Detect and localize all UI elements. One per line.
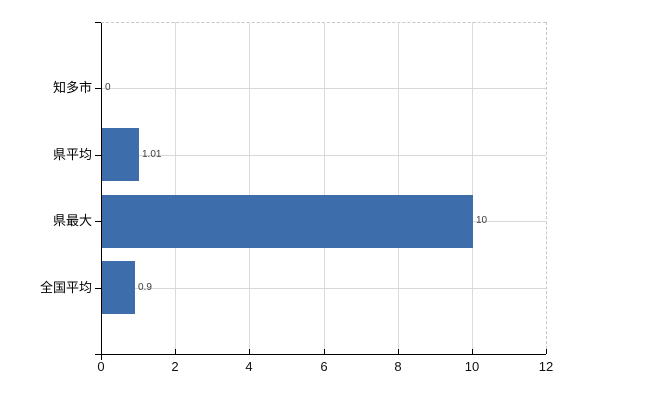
category-label: 全国平均 xyxy=(39,280,92,295)
bar-value-label: 0.9 xyxy=(138,282,152,293)
x-axis-tick-label: 4 xyxy=(245,359,253,374)
x-axis-tick xyxy=(324,349,325,354)
category-label: 知多市 xyxy=(52,80,92,95)
horizontal-gridline xyxy=(102,88,546,89)
bar xyxy=(102,195,473,248)
vertical-gridline xyxy=(471,22,473,354)
y-axis-tick xyxy=(95,88,101,89)
x-axis-tick-label: 6 xyxy=(320,359,328,374)
vertical-gridline xyxy=(249,22,251,354)
x-axis-line xyxy=(95,354,546,355)
y-axis-tick xyxy=(95,155,101,156)
x-axis-tick-label: 8 xyxy=(394,359,402,374)
x-axis-tick-label: 10 xyxy=(464,359,480,374)
x-axis-tick-label: 12 xyxy=(538,359,554,374)
category-label: 県平均 xyxy=(52,147,92,162)
x-axis-tick xyxy=(175,349,176,354)
x-axis-tick xyxy=(546,349,547,354)
bar-value-label: 0 xyxy=(105,82,111,93)
bar-value-label: 10 xyxy=(476,215,488,226)
y-axis-line xyxy=(101,22,102,360)
horizontal-gridline xyxy=(102,155,546,156)
x-axis-tick xyxy=(249,349,250,354)
vertical-gridline xyxy=(323,22,325,354)
y-axis-tick xyxy=(95,221,101,222)
horizontal-gridline xyxy=(102,288,546,289)
plot-border-right xyxy=(546,22,547,354)
x-axis-tick xyxy=(472,349,473,354)
category-label: 県最大 xyxy=(52,213,92,228)
vertical-gridline xyxy=(175,22,177,354)
x-axis-tick-label: 2 xyxy=(171,359,179,374)
vertical-gridline xyxy=(397,22,399,354)
bar xyxy=(102,261,135,314)
x-axis-tick xyxy=(398,349,399,354)
x-axis-tick xyxy=(101,349,102,354)
y-axis-tick xyxy=(95,288,101,289)
x-axis-tick-label: 0 xyxy=(97,359,105,374)
bar xyxy=(102,128,139,181)
bar-value-label: 1.01 xyxy=(142,149,162,160)
y-axis-top-tick xyxy=(95,22,101,23)
